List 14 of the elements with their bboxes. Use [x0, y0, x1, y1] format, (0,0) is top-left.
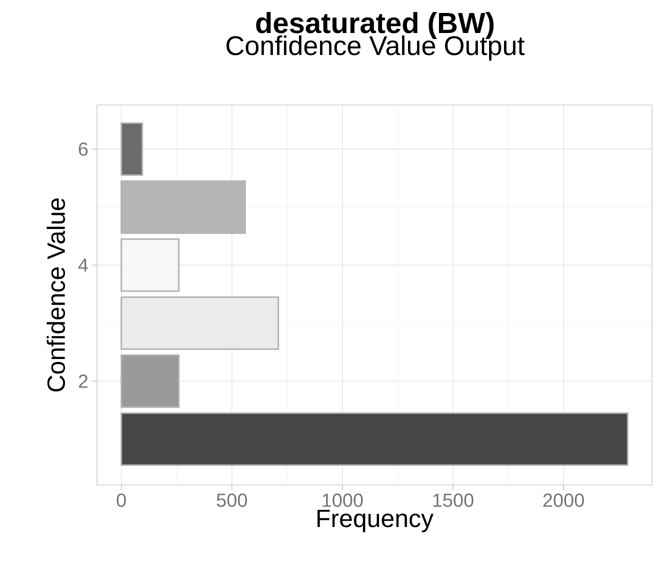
x-tick-label: 1000: [322, 494, 363, 507]
x-tick-label: 2000: [543, 494, 584, 507]
x-tick-label: 500: [216, 494, 247, 507]
bar: [120, 354, 180, 408]
bar: [120, 412, 628, 466]
x-tick-label: 1500: [433, 494, 474, 507]
bar: [120, 122, 144, 176]
x-tick-label: 0: [116, 494, 126, 507]
y-axis-title: Confidence Value: [46, 198, 66, 392]
y-tick-label: 4: [78, 258, 88, 272]
x-axis-title: Frequency: [318, 510, 434, 532]
y-tick-label: 2: [78, 374, 88, 388]
bar: [120, 180, 246, 234]
y-tick-label: 6: [78, 142, 88, 156]
